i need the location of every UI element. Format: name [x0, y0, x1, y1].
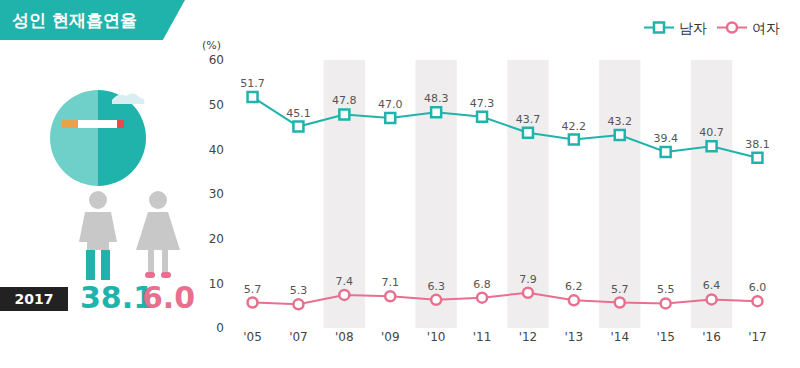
- svg-text:38.1: 38.1: [745, 138, 770, 151]
- svg-text:5.5: 5.5: [657, 283, 675, 296]
- svg-text:6.4: 6.4: [703, 279, 721, 292]
- svg-text:43.2: 43.2: [608, 115, 633, 128]
- svg-text:6.3: 6.3: [427, 280, 445, 293]
- svg-text:7.1: 7.1: [382, 276, 400, 289]
- svg-text:'07: '07: [289, 330, 308, 344]
- svg-text:10: 10: [209, 277, 224, 291]
- svg-text:39.4: 39.4: [653, 132, 678, 145]
- svg-text:7.9: 7.9: [519, 273, 537, 286]
- svg-text:5.3: 5.3: [290, 284, 308, 297]
- svg-text:'17: '17: [748, 330, 767, 344]
- svg-text:'15: '15: [656, 330, 675, 344]
- svg-text:47.0: 47.0: [378, 98, 403, 111]
- svg-text:여자: 여자: [752, 20, 780, 36]
- svg-text:6.8: 6.8: [473, 278, 491, 291]
- svg-text:5.7: 5.7: [244, 283, 262, 296]
- svg-text:0: 0: [216, 321, 224, 335]
- svg-text:60: 60: [209, 53, 224, 67]
- html-text:2017: 2017: [14, 291, 54, 307]
- svg-text:6.0: 6.0: [749, 281, 767, 294]
- svg-text:'09: '09: [381, 330, 400, 344]
- svg-text:50: 50: [209, 98, 224, 112]
- svg-text:5.7: 5.7: [611, 283, 629, 296]
- svg-text:47.8: 47.8: [332, 94, 357, 107]
- svg-text:40: 40: [209, 143, 224, 157]
- svg-text:'10: '10: [427, 330, 446, 344]
- svg-text:6.2: 6.2: [565, 280, 583, 293]
- svg-text:42.2: 42.2: [562, 120, 587, 133]
- svg-text:'13: '13: [565, 330, 584, 344]
- svg-text:43.7: 43.7: [516, 113, 541, 126]
- svg-text:남자: 남자: [679, 20, 707, 36]
- svg-text:'16: '16: [702, 330, 721, 344]
- svg-text:7.4: 7.4: [336, 275, 354, 288]
- svg-text:40.7: 40.7: [699, 126, 724, 139]
- svg-text:(%): (%): [202, 39, 221, 52]
- svg-text:47.3: 47.3: [470, 97, 495, 110]
- svg-text:'14: '14: [610, 330, 629, 344]
- html-text:성인 현재흡연율: 성인 현재흡연율: [12, 10, 137, 30]
- svg-text:'05: '05: [243, 330, 262, 344]
- svg-text:'11: '11: [473, 330, 492, 344]
- svg-text:20: 20: [209, 232, 224, 246]
- html-text:38.1: 38.1: [80, 280, 154, 315]
- svg-text:51.7: 51.7: [240, 77, 265, 90]
- svg-text:30: 30: [209, 187, 224, 201]
- svg-text:'12: '12: [519, 330, 538, 344]
- svg-text:45.1: 45.1: [286, 107, 311, 120]
- html-text:6.0: 6.0: [142, 280, 196, 315]
- svg-text:48.3: 48.3: [424, 92, 449, 105]
- svg-text:'08: '08: [335, 330, 354, 344]
